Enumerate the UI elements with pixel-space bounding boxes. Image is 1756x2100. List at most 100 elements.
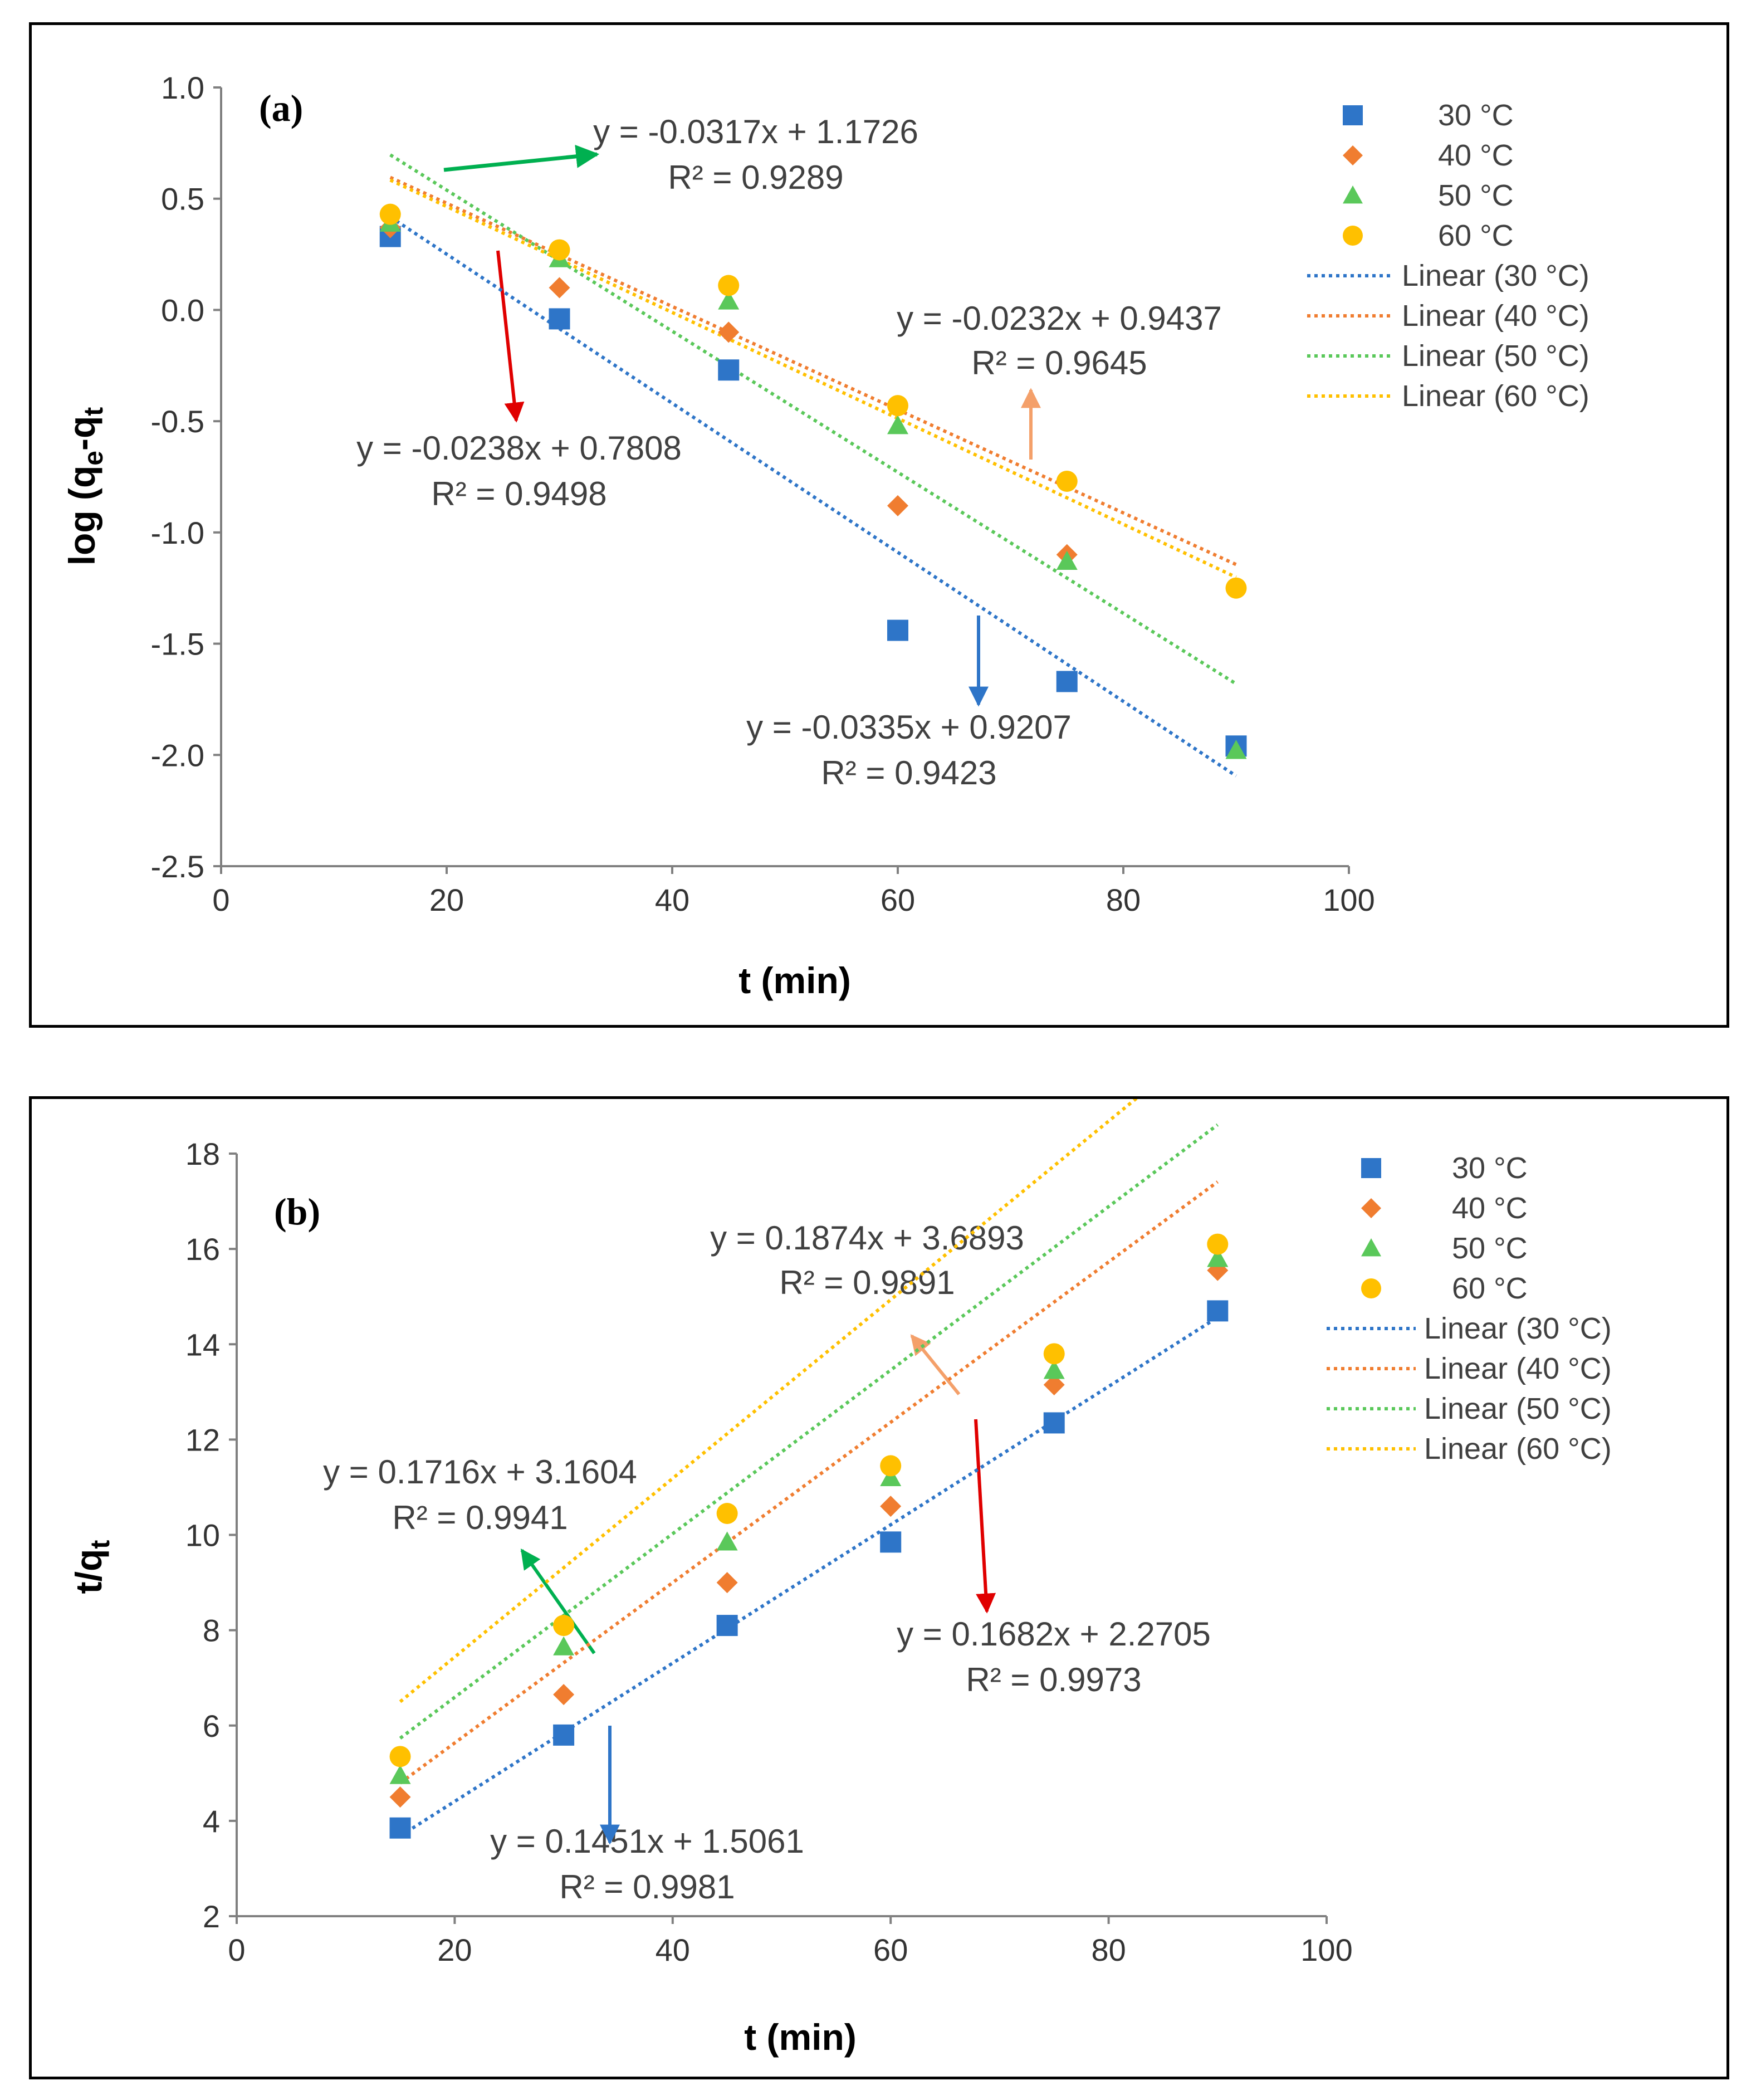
x-tick-label: 40	[656, 1932, 690, 1967]
data-point	[880, 1467, 902, 1487]
trendline	[399, 1180, 1219, 1785]
y-axis-title-sub-t: t	[86, 1540, 115, 1549]
legend-marker	[1343, 226, 1363, 246]
annotation-arrow	[520, 1549, 596, 1654]
y-axis-title-mid: -q	[61, 416, 102, 451]
annotation-eq-60: y = 0.1874x + 3.6893 R² = 0.9891	[710, 1219, 1024, 1395]
data-point	[1043, 1343, 1065, 1365]
data-point	[716, 1572, 738, 1594]
annotation-equation: y = -0.0317x + 1.1726	[593, 113, 918, 150]
y-axis-title: log (qe-qt	[61, 407, 109, 566]
panel-label: (b)	[274, 1190, 320, 1233]
annotation-equation: y = 0.1716x + 3.1604	[323, 1453, 637, 1491]
annotation-equation: y = -0.0335x + 0.9207	[746, 709, 1072, 746]
legend-label: 30 °C	[1452, 1151, 1528, 1185]
data-point	[389, 1817, 411, 1839]
data-point	[1043, 1374, 1065, 1395]
legend-marker	[1343, 105, 1363, 125]
legend-trendline-label: Linear (40 °C)	[1424, 1352, 1612, 1385]
data-point	[716, 1615, 738, 1637]
legend-label: 60 °C	[1438, 219, 1514, 252]
trendline	[389, 175, 1237, 566]
data-point	[887, 495, 908, 516]
data-point	[880, 1496, 902, 1517]
legend-label: 50 °C	[1438, 179, 1514, 212]
legend-label: 50 °C	[1452, 1232, 1528, 1265]
legend-marker	[1343, 145, 1363, 165]
data-point	[880, 1455, 902, 1477]
y-axis-title-sub-t: t	[79, 407, 109, 416]
x-tick-label: 0	[228, 1932, 245, 1967]
data-point	[1056, 671, 1078, 692]
data-point	[1207, 1300, 1229, 1322]
annotation-equation: y = -0.0238x + 0.7808	[356, 429, 682, 467]
data-point	[718, 359, 740, 381]
data-point	[389, 1746, 411, 1767]
data-point	[549, 308, 570, 330]
data-point	[716, 1502, 738, 1524]
data-point	[553, 1615, 575, 1637]
annotation-equation: y = 0.1451x + 1.5061	[490, 1823, 804, 1860]
data-point	[718, 275, 740, 296]
legend-trendline-label: Linear (40 °C)	[1402, 299, 1589, 333]
y-tick-label: 12	[185, 1422, 220, 1457]
annotation-arrow	[496, 250, 525, 423]
y-tick-label: 0.0	[161, 292, 204, 328]
data-point	[379, 203, 401, 225]
data-point	[718, 290, 740, 310]
chart-b-svg: (b) t (min) t/qt y = 0.1874x + 3.6893 R²…	[68, 1099, 1612, 2058]
chart-panel-a: (a) t (min) log (qe-qt y = -0.0317x + 1.…	[29, 22, 1729, 1028]
annotation-r2: R² = 0.9981	[559, 1868, 735, 1906]
data-point	[1056, 470, 1078, 492]
data-point	[1056, 550, 1078, 570]
data-point	[1207, 1233, 1229, 1255]
y-tick-label: 0.5	[161, 182, 204, 217]
x-axis-title: t (min)	[744, 2016, 857, 2058]
annotation-r2: R² = 0.9973	[966, 1661, 1141, 1698]
data-point	[880, 1531, 902, 1553]
x-tick-label: 20	[437, 1932, 472, 1967]
annotation-r2: R² = 0.9941	[392, 1499, 568, 1536]
x-tick-label: 80	[1106, 882, 1141, 917]
y-axis-title-sub-e: e	[79, 451, 109, 466]
annotation-equation: y = 0.1682x + 2.2705	[897, 1615, 1211, 1653]
data-point	[887, 619, 908, 641]
legend-marker	[1343, 185, 1363, 204]
annotation-arrow	[443, 144, 600, 172]
legend-trendline-label: Linear (60 °C)	[1424, 1432, 1612, 1466]
legend-marker	[1361, 1238, 1381, 1257]
data-point	[1043, 1360, 1065, 1379]
annotation-arrow	[910, 1334, 961, 1395]
legend-label: 40 °C	[1438, 139, 1514, 172]
annotation-r2: R² = 0.9423	[821, 754, 996, 792]
legend-label: 60 °C	[1452, 1272, 1528, 1305]
data-point	[389, 1765, 411, 1784]
data-point	[716, 1531, 738, 1551]
y-axis-title-base: t/q	[68, 1549, 109, 1594]
annotation-r2: R² = 0.9645	[971, 344, 1147, 382]
x-tick-label: 60	[873, 1932, 908, 1967]
y-tick-label: 4	[203, 1804, 220, 1839]
y-tick-label: 1.0	[161, 70, 204, 105]
x-tick-label: 100	[1300, 1932, 1352, 1967]
data-point	[389, 1786, 411, 1808]
annotation-eq-50: y = -0.0317x + 1.1726 R² = 0.9289	[443, 113, 918, 196]
y-tick-label: 8	[203, 1613, 220, 1648]
y-tick-label: -0.5	[151, 404, 205, 439]
annotation-eq-60: y = -0.0238x + 0.7808 R² = 0.9498	[356, 250, 682, 512]
y-axis-title-base: log (q	[61, 466, 102, 566]
data-point	[549, 239, 570, 261]
data-point	[553, 1636, 575, 1655]
trendline	[389, 215, 1237, 778]
legend-label: 40 °C	[1452, 1191, 1528, 1225]
data-point	[718, 321, 740, 343]
chart-a-svg: (a) t (min) log (qe-qt y = -0.0317x + 1.…	[61, 70, 1589, 1001]
annotation-arrow	[974, 1419, 996, 1614]
annotation-equation: y = -0.0232x + 0.9437	[897, 300, 1222, 337]
x-tick-label: 60	[881, 882, 915, 917]
annotation-r2: R² = 0.9498	[431, 475, 606, 512]
legend-trendline-label: Linear (50 °C)	[1424, 1392, 1612, 1425]
trendline	[399, 1099, 1138, 1703]
annotation-eq-30: y = -0.0335x + 0.9207 R² = 0.9423	[746, 616, 1072, 792]
annotation-eq-40: y = 0.1682x + 2.2705 R² = 0.9973	[897, 1419, 1211, 1698]
